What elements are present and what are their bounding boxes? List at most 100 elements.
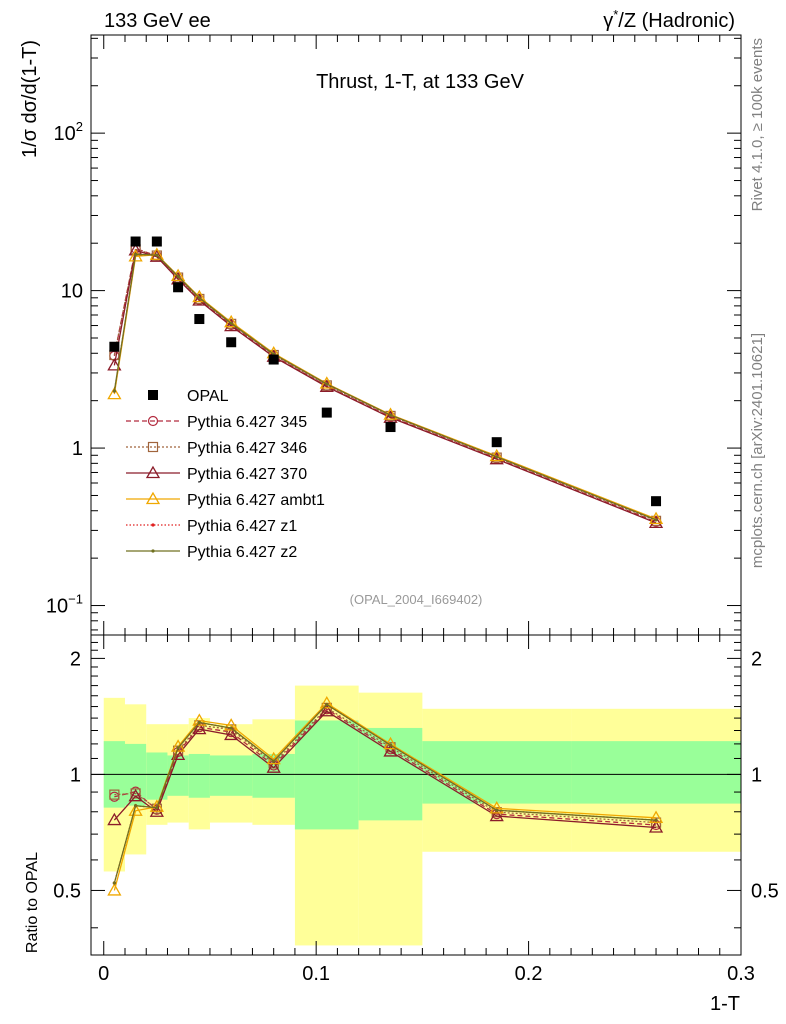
- series-marker-main: [107, 386, 122, 400]
- legend-marker: [145, 465, 161, 479]
- ratio-y-tick-label-right: 1: [751, 764, 762, 786]
- series-marker-main: [176, 274, 180, 279]
- series-marker-ratio: [149, 799, 164, 812]
- series-line-ratio: [113, 702, 657, 891]
- legend-label: OPAL: [187, 388, 229, 405]
- chart-title: Thrust, 1-T, at 133 GeV: [316, 71, 525, 93]
- main-y-axis-label: 1/σ dσ/d(1-T): [19, 40, 41, 158]
- series-marker-ratio: [107, 883, 122, 896]
- series-marker-ratio: [128, 788, 143, 802]
- series-marker-ratio: [266, 760, 281, 773]
- legend-label: Pythia 6.427 z1: [187, 518, 297, 535]
- series-marker-ratio: [388, 743, 393, 747]
- series-marker-ratio: [648, 820, 664, 833]
- ratio-band-inner: [294, 720, 359, 830]
- main-y-tick-label: 10: [61, 281, 83, 303]
- ratio-y-axis-label: Ratio to OPAL: [24, 852, 41, 953]
- series-marker-main: [648, 515, 664, 529]
- series-marker-main: [134, 252, 138, 256]
- legend-marker: [147, 415, 159, 427]
- series-marker-main: [128, 249, 143, 262]
- series-marker-ratio: [319, 695, 334, 709]
- legend-label: Pythia 6.427 345: [187, 414, 307, 431]
- series-marker-ratio: [229, 726, 233, 730]
- series-line-ratio: [114, 708, 657, 826]
- main-y-tick-label: 10−1: [46, 592, 83, 618]
- series-marker-ratio: [489, 801, 504, 814]
- main-y-tick-label: 1: [72, 438, 83, 460]
- ratio-y-tick-label-right: 0.5: [751, 880, 779, 902]
- series-marker-ratio: [134, 804, 138, 808]
- series-marker-ratio: [495, 808, 499, 812]
- data-point: [321, 407, 332, 418]
- legend-marker: [151, 523, 155, 527]
- series-marker-main: [388, 413, 393, 417]
- series-marker-main: [325, 382, 329, 386]
- series-marker-ratio: [176, 746, 180, 750]
- ratio-band-inner: [422, 741, 572, 804]
- series-marker-ratio: [654, 818, 658, 822]
- x-tick-label: 0.3: [727, 963, 755, 985]
- data-point: [491, 437, 502, 448]
- rivet-version-label: Rivet 4.1.0, ≥ 100k events: [749, 38, 766, 211]
- series-marker-ratio: [109, 789, 120, 800]
- data-point: [151, 236, 162, 247]
- series-marker-ratio: [319, 703, 334, 717]
- legend-label: Pythia 6.427 z2: [187, 544, 297, 561]
- series-marker-main: [149, 247, 164, 260]
- series-marker-ratio: [224, 727, 239, 741]
- legend: OPAL Pythia 6.427 345 Pythia 6.427 346 Pyth…: [126, 388, 325, 561]
- ratio-y-tick-label-right: 2: [751, 648, 762, 670]
- main-y-ticks: 10−1 1 10 102: [46, 37, 741, 631]
- data-point: [130, 236, 141, 247]
- series-marker-ratio: [648, 810, 664, 823]
- legend-marker: [151, 549, 155, 553]
- series-marker-ratio: [224, 718, 239, 731]
- series-marker-ratio: [197, 720, 201, 725]
- data-point: [268, 354, 279, 365]
- ratio-band-inner: [209, 755, 253, 796]
- series-marker-main: [155, 253, 159, 257]
- legend-marker: [147, 441, 159, 453]
- analysis-tag: (OPAL_2004_I669402): [350, 592, 483, 607]
- series-marker-ratio: [192, 721, 207, 735]
- x-axis-ticks: 0 0.1 0.2 0.3: [98, 35, 755, 985]
- data-point: [109, 341, 120, 352]
- series-marker-ratio: [128, 803, 143, 816]
- ratio-band-inner: [571, 741, 741, 804]
- series-marker-ratio: [489, 808, 504, 822]
- data-point: [194, 314, 205, 325]
- x-tick-label: 0: [98, 963, 109, 985]
- main-y-tick-label: 102: [54, 119, 83, 145]
- series-line-main: [113, 248, 657, 522]
- main-panel-series: [107, 243, 664, 529]
- series-marker-main: [170, 268, 186, 282]
- series-marker-ratio: [155, 806, 159, 810]
- series-marker-main: [149, 249, 164, 262]
- ratio-y-tick-label: 0.5: [53, 880, 81, 902]
- main-panel-data-points: [109, 236, 662, 507]
- series-marker-ratio: [170, 739, 186, 752]
- series-marker-main: [495, 455, 499, 459]
- legend-marker: [145, 491, 161, 505]
- mcplots-source-label: mcplots.cern.ch [arXiv:2401.10621]: [749, 333, 766, 568]
- ratio-y-tick-label: 1: [70, 764, 81, 786]
- ratio-band-inner: [146, 752, 168, 800]
- series-marker-ratio: [107, 812, 122, 826]
- series-marker-ratio: [272, 759, 276, 763]
- legend-label: Pythia 6.427 ambt1: [187, 492, 325, 509]
- ratio-panel-series: [107, 695, 664, 896]
- series-line-main: [113, 247, 657, 523]
- data-point: [385, 422, 396, 433]
- ratio-panel-frame: [90, 634, 742, 956]
- series-marker-ratio: [325, 702, 329, 707]
- series-marker-main: [112, 389, 116, 393]
- series-marker-main: [229, 321, 233, 325]
- ratio-y-tick-label: 2: [70, 648, 81, 670]
- series-marker-main: [192, 289, 207, 303]
- data-point: [226, 337, 237, 348]
- ratio-y-ticks: 0.5 0.5 1 1 2 2: [53, 641, 779, 929]
- x-axis-label: 1-T: [710, 993, 740, 1015]
- ratio-band-inner: [188, 753, 210, 798]
